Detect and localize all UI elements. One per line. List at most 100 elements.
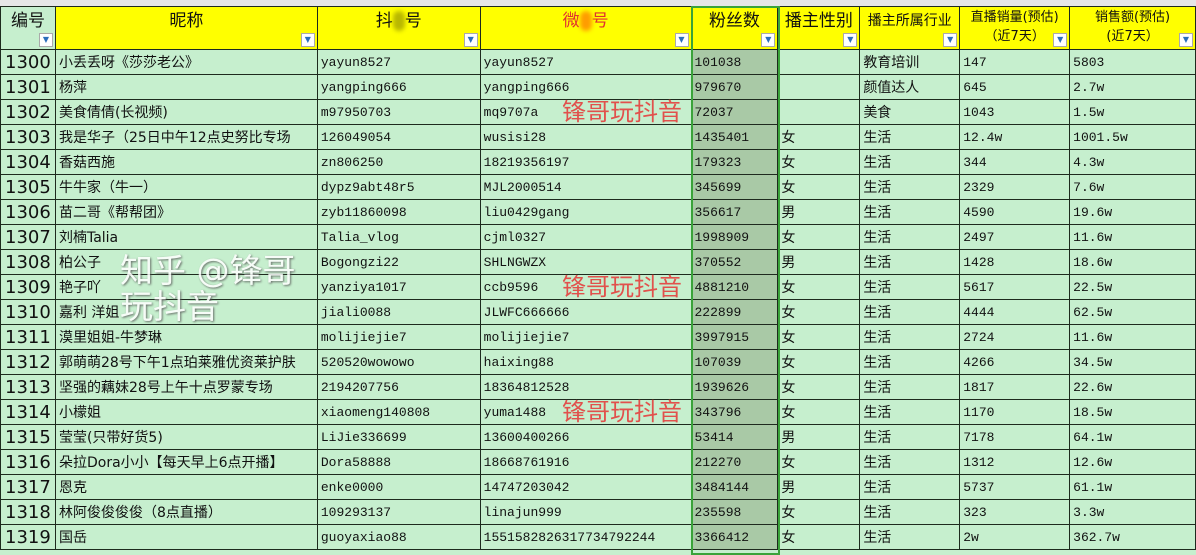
filter-dropdown-icon[interactable]: ▼ [843, 33, 858, 47]
cell-nickname[interactable]: 刘楠Talia [54, 224, 318, 250]
cell-wechat-id[interactable]: linajun999 [479, 499, 692, 525]
cell-live-sales[interactable]: 2497 [959, 224, 1071, 250]
filter-dropdown-icon[interactable]: ▼ [300, 33, 315, 47]
cell-revenue[interactable]: 7.6w [1069, 174, 1196, 200]
cell-live-sales[interactable]: 323 [959, 499, 1071, 525]
cell-revenue[interactable]: 11.6w [1069, 324, 1196, 350]
cell-revenue[interactable]: 11.6w [1069, 224, 1196, 250]
header-fans[interactable]: 粉丝数 ▼ [690, 6, 779, 50]
cell-industry[interactable]: 美食 [859, 99, 961, 125]
cell-id[interactable]: 1311 [0, 324, 56, 350]
cell-wechat-id[interactable]: 18364812528 [479, 374, 692, 400]
cell-live-sales[interactable]: 12.4w [959, 124, 1071, 150]
cell-nickname[interactable]: 艳子吖 [54, 274, 318, 300]
cell-gender[interactable]: 女 [777, 349, 861, 375]
cell-revenue[interactable]: 61.1w [1069, 474, 1196, 500]
cell-gender[interactable]: 女 [777, 174, 861, 200]
cell-industry[interactable]: 生活 [859, 374, 961, 400]
cell-industry[interactable]: 生活 [859, 349, 961, 375]
cell-nickname[interactable]: 我是华子（25日中午12点史努比专场 [54, 124, 318, 150]
cell-gender[interactable]: 男 [777, 199, 861, 225]
cell-industry[interactable]: 教育培训 [859, 49, 961, 75]
cell-fans[interactable]: 979670 [690, 74, 779, 100]
cell-id[interactable]: 1310 [0, 299, 56, 325]
cell-id[interactable]: 1305 [0, 174, 56, 200]
cell-douyin-id[interactable]: yangping666 [316, 74, 481, 100]
filter-dropdown-icon[interactable]: ▼ [943, 33, 958, 47]
cell-live-sales[interactable]: 4266 [959, 349, 1071, 375]
cell-fans[interactable]: 179323 [690, 149, 779, 175]
cell-revenue[interactable]: 18.6w [1069, 249, 1196, 275]
cell-fans[interactable]: 343796 [690, 399, 779, 425]
cell-gender[interactable]: 女 [777, 224, 861, 250]
cell-nickname[interactable]: 林阿俊俊俊俊（8点直播） [54, 499, 318, 525]
cell-revenue[interactable]: 4.3w [1069, 149, 1196, 175]
cell-id[interactable]: 1317 [0, 474, 56, 500]
cell-nickname[interactable]: 朵拉Dora小小【每天早上6点开播】 [54, 449, 318, 475]
cell-fans[interactable]: 53414 [690, 424, 779, 450]
filter-dropdown-icon[interactable]: ▼ [1053, 33, 1068, 47]
cell-fans[interactable]: 345699 [690, 174, 779, 200]
cell-fans[interactable]: 212270 [690, 449, 779, 475]
cell-wechat-id[interactable]: molijiejie7 [479, 324, 692, 350]
filter-dropdown-icon[interactable]: ▼ [674, 33, 689, 47]
cell-live-sales[interactable]: 7178 [959, 424, 1071, 450]
cell-industry[interactable]: 生活 [859, 424, 961, 450]
cell-revenue[interactable]: 34.5w [1069, 349, 1196, 375]
cell-gender[interactable]: 女 [777, 399, 861, 425]
cell-douyin-id[interactable]: Bogongzi22 [316, 249, 481, 275]
filter-dropdown-icon[interactable]: ▼ [761, 33, 776, 47]
cell-douyin-id[interactable]: LiJie336699 [316, 424, 481, 450]
cell-id[interactable]: 1315 [0, 424, 56, 450]
cell-wechat-id[interactable]: yuma1488 [479, 399, 692, 425]
cell-douyin-id[interactable]: jiali0088 [316, 299, 481, 325]
cell-wechat-id[interactable]: wusisi28 [479, 124, 692, 150]
cell-wechat-id[interactable]: 14747203042 [479, 474, 692, 500]
cell-fans[interactable]: 3366412 [690, 524, 779, 550]
cell-douyin-id[interactable]: Talia_vlog [316, 224, 481, 250]
cell-fans[interactable]: 1435401 [690, 124, 779, 150]
cell-id[interactable]: 1301 [0, 74, 56, 100]
cell-revenue[interactable]: 22.5w [1069, 274, 1196, 300]
cell-nickname[interactable]: 莹莹(只带好货5) [54, 424, 318, 450]
cell-douyin-id[interactable]: xiaomeng140808 [316, 399, 481, 425]
cell-gender[interactable] [777, 49, 861, 75]
cell-wechat-id[interactable]: yayun8527 [479, 49, 692, 75]
header-douyin-id[interactable]: 抖号 ▼ [316, 6, 481, 50]
header-industry[interactable]: 播主所属行业 ▼ [859, 6, 961, 50]
cell-industry[interactable]: 生活 [859, 299, 961, 325]
cell-gender[interactable]: 女 [777, 124, 861, 150]
cell-gender[interactable]: 女 [777, 149, 861, 175]
cell-revenue[interactable]: 19.6w [1069, 199, 1196, 225]
cell-nickname[interactable]: 杨萍 [54, 74, 318, 100]
cell-douyin-id[interactable]: 520520wowowo [316, 349, 481, 375]
cell-fans[interactable]: 235598 [690, 499, 779, 525]
cell-industry[interactable]: 生活 [859, 324, 961, 350]
cell-douyin-id[interactable]: zn806250 [316, 149, 481, 175]
cell-nickname[interactable]: 小丢丢呀《莎莎老公》 [54, 49, 318, 75]
cell-id[interactable]: 1316 [0, 449, 56, 475]
cell-industry[interactable]: 生活 [859, 399, 961, 425]
cell-wechat-id[interactable]: 1551582826317734792244 [479, 524, 692, 550]
cell-revenue[interactable]: 2.7w [1069, 74, 1196, 100]
cell-gender[interactable]: 女 [777, 499, 861, 525]
cell-industry[interactable]: 生活 [859, 199, 961, 225]
cell-douyin-id[interactable]: zyb11860098 [316, 199, 481, 225]
cell-live-sales[interactable]: 344 [959, 149, 1071, 175]
cell-nickname[interactable]: 香菇西施 [54, 149, 318, 175]
cell-revenue[interactable]: 22.6w [1069, 374, 1196, 400]
cell-id[interactable]: 1302 [0, 99, 56, 125]
cell-revenue[interactable]: 5803 [1069, 49, 1196, 75]
cell-fans[interactable]: 370552 [690, 249, 779, 275]
cell-fans[interactable]: 4881210 [690, 274, 779, 300]
cell-wechat-id[interactable]: liu0429gang [479, 199, 692, 225]
cell-id[interactable]: 1306 [0, 199, 56, 225]
cell-douyin-id[interactable]: Dora58888 [316, 449, 481, 475]
cell-nickname[interactable]: 国岳 [54, 524, 318, 550]
cell-fans[interactable]: 356617 [690, 199, 779, 225]
cell-wechat-id[interactable]: MJL2000514 [479, 174, 692, 200]
cell-industry[interactable]: 生活 [859, 499, 961, 525]
header-wechat-id[interactable]: 微号 ▼ [479, 6, 692, 50]
cell-douyin-id[interactable]: m97950703 [316, 99, 481, 125]
cell-douyin-id[interactable]: 109293137 [316, 499, 481, 525]
